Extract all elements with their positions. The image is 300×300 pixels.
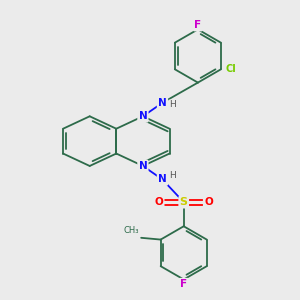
Text: N: N — [139, 111, 147, 121]
Text: N: N — [158, 98, 167, 108]
Text: O: O — [154, 197, 163, 207]
Text: F: F — [194, 20, 202, 30]
Text: O: O — [204, 197, 213, 207]
Text: Cl: Cl — [226, 64, 236, 74]
Text: N: N — [158, 174, 167, 184]
Text: S: S — [180, 197, 188, 207]
Text: H: H — [169, 100, 176, 109]
Text: N: N — [139, 161, 147, 171]
Text: H: H — [169, 171, 176, 180]
Text: CH₃: CH₃ — [124, 226, 140, 235]
Text: F: F — [180, 279, 187, 289]
